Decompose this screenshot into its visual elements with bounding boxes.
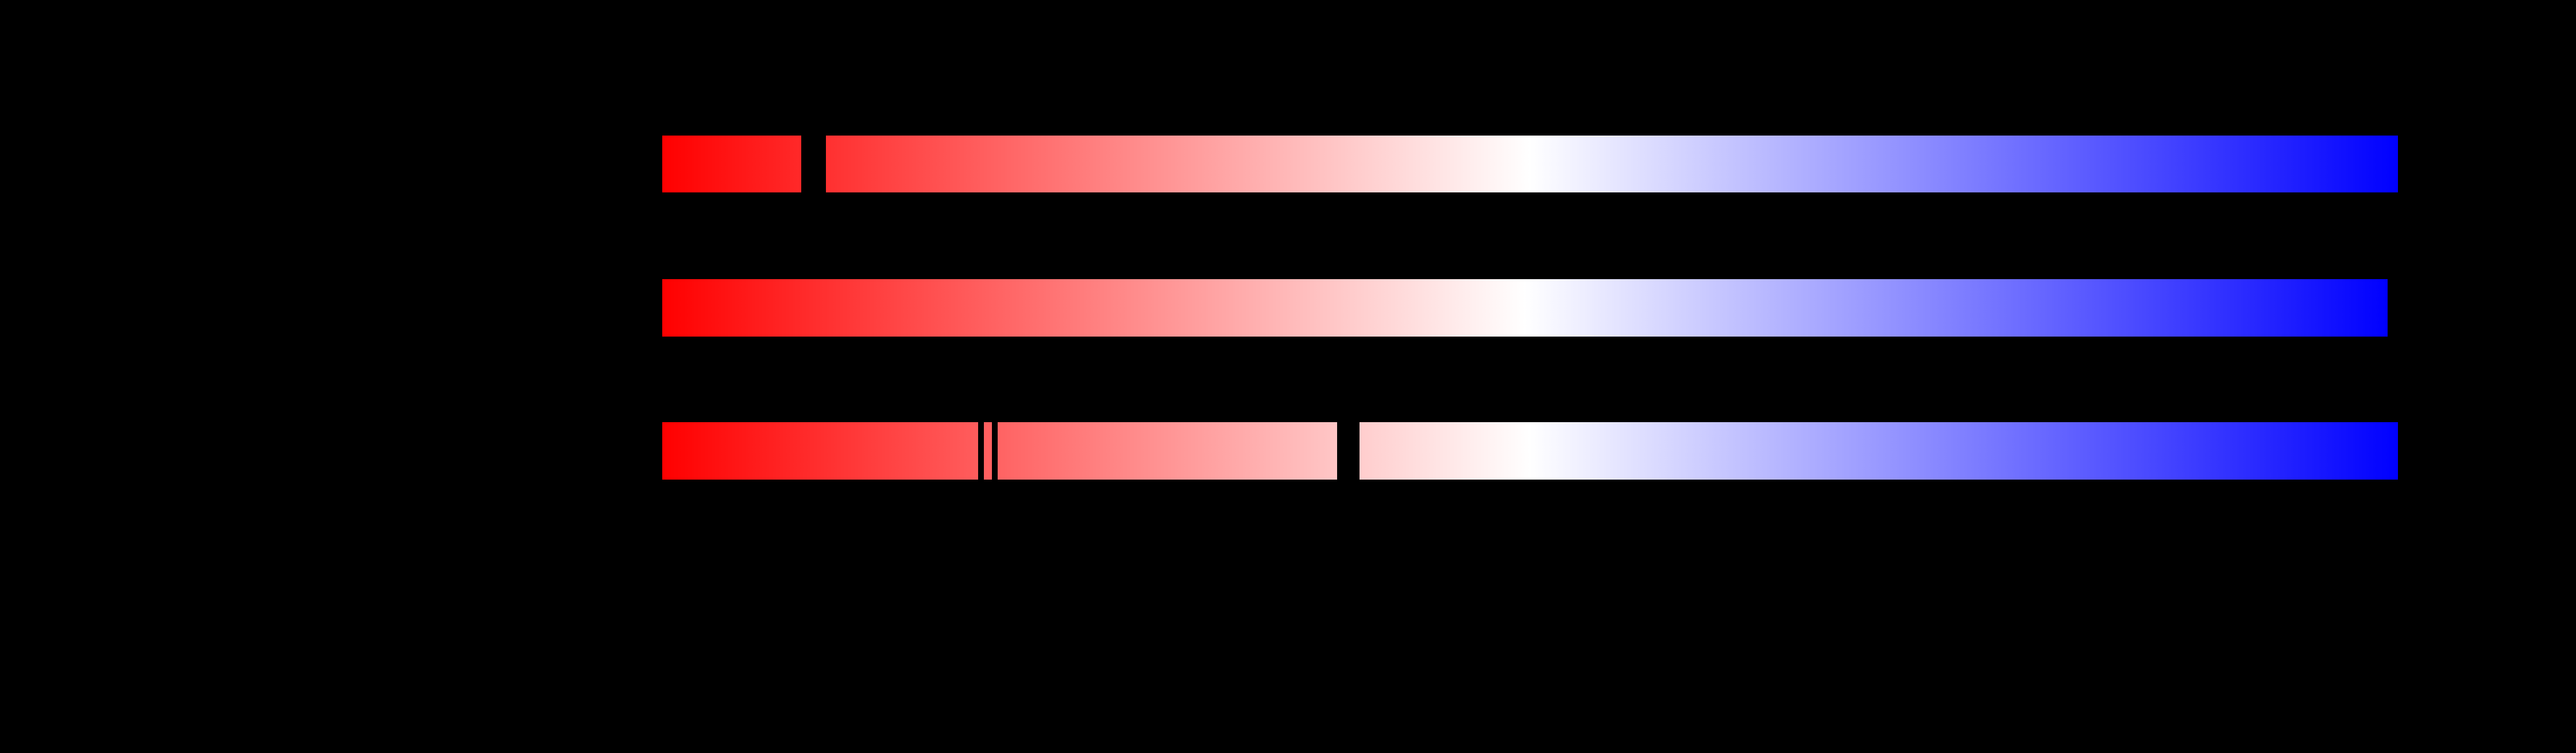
colormap-strip-1 <box>662 135 2398 193</box>
marker-line <box>992 422 998 480</box>
marker-line <box>801 135 826 193</box>
colormap-strip-2 <box>662 279 2388 337</box>
colormap-strip-3 <box>662 422 2398 480</box>
marker-line <box>1337 422 1360 480</box>
marker-line <box>978 422 984 480</box>
